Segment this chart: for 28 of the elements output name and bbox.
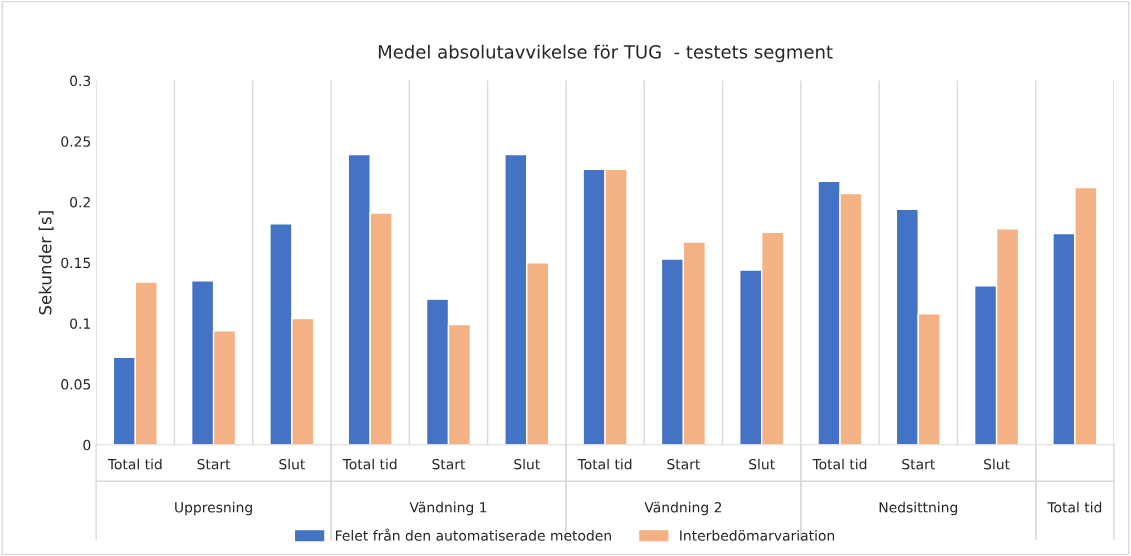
y-axis-title: Sekunder [s] xyxy=(38,211,54,315)
x-tick-label: Slut xyxy=(984,458,1010,470)
x-tick-label: Total tid xyxy=(107,458,162,470)
x-tick-label: Start xyxy=(432,458,466,470)
y-tick-label: 0.1 xyxy=(70,318,90,329)
y-tick-label: 0.2 xyxy=(70,196,90,208)
y-tick-label: 0.25 xyxy=(61,136,91,147)
y-tick-label: 0 xyxy=(83,439,91,451)
x-tick-label: Total tid xyxy=(342,458,397,470)
text: Nedsittning xyxy=(879,501,958,516)
x-tick-label: Start xyxy=(197,458,231,470)
x-tick-label: Total tid xyxy=(812,458,867,470)
y-tick-label: 0.15 xyxy=(61,257,91,269)
legend-label: Interbedömarvariation xyxy=(680,530,835,541)
x-tick-label: Slut xyxy=(279,458,306,470)
text: Vändning 2 xyxy=(644,501,722,516)
chart-title: Medel absolutavvikelse för TUG - testets segment xyxy=(378,44,833,63)
x-tick-label: Slut xyxy=(514,458,540,470)
x-tick-label: Slut xyxy=(749,458,775,470)
x-tick-label: Total tid xyxy=(577,458,632,470)
text: Vändning 1 xyxy=(409,501,487,516)
x-tick-label: Start xyxy=(902,458,935,470)
x-tick-label: Start xyxy=(667,458,701,470)
y-tick-label: 0.05 xyxy=(61,379,91,390)
legend-label: Felet från den automatiserade metoden xyxy=(336,528,611,541)
text: Uppresning xyxy=(175,501,252,516)
y-tick-label: 0.3 xyxy=(70,75,91,87)
text: Total tid xyxy=(1047,501,1102,513)
